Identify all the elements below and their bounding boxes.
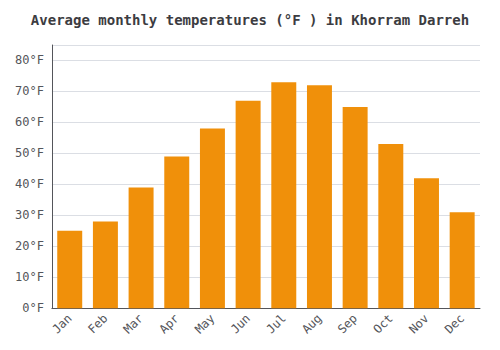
svg-text:Nov: Nov [406,311,431,336]
svg-text:Apr: Apr [156,311,181,336]
svg-text:Feb: Feb [85,311,110,336]
svg-text:50°F: 50°F [15,146,44,160]
svg-text:10°F: 10°F [15,270,44,284]
svg-text:Jul: Jul [264,311,289,336]
svg-text:30°F: 30°F [15,208,44,222]
svg-text:0°F: 0°F [22,301,44,315]
svg-text:Jan: Jan [49,311,74,336]
svg-text:80°F: 80°F [15,53,44,67]
svg-text:May: May [192,311,217,336]
svg-text:20°F: 20°F [15,239,44,253]
svg-text:70°F: 70°F [15,84,44,98]
svg-text:Oct: Oct [371,311,396,336]
svg-text:Dec: Dec [442,311,467,336]
svg-text:Jun: Jun [228,311,253,336]
svg-text:Aug: Aug [299,311,324,336]
svg-text:Mar: Mar [121,311,146,336]
svg-text:60°F: 60°F [15,115,44,129]
svg-text:Sep: Sep [335,311,360,336]
svg-text:Average monthly temperatures (: Average monthly temperatures (°F ) in Kh… [31,12,469,28]
svg-text:40°F: 40°F [15,177,44,191]
